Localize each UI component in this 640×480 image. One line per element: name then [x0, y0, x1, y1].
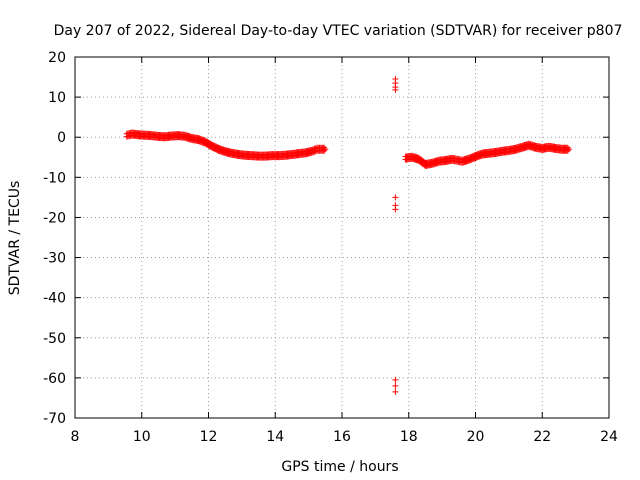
- y-tick-label: -70: [43, 411, 66, 427]
- data-point: [392, 86, 399, 93]
- x-tick-label: 12: [200, 429, 218, 445]
- data-point: [310, 149, 317, 156]
- y-axis-label: SDTVAR / TECUs: [7, 181, 23, 296]
- x-tick-label: 14: [266, 429, 284, 445]
- x-axis-label: GPS time / hours: [281, 459, 398, 475]
- x-tick-label: 10: [133, 429, 151, 445]
- series-2: [402, 140, 572, 169]
- x-tick-label: 8: [71, 429, 80, 445]
- series-1: [392, 76, 399, 395]
- data-point: [392, 382, 399, 389]
- x-tick-label: 20: [467, 429, 485, 445]
- y-tick-label: -30: [43, 251, 66, 267]
- x-tick-label: 18: [400, 429, 418, 445]
- data-point: [322, 146, 329, 153]
- data-point: [311, 148, 318, 155]
- series-0: [123, 129, 329, 161]
- y-tick-label: -10: [43, 170, 66, 186]
- data-point: [308, 149, 315, 156]
- grid: [75, 57, 609, 418]
- y-tick-label: 0: [57, 130, 66, 146]
- x-tick-label: 16: [333, 429, 351, 445]
- data-point: [392, 206, 399, 213]
- data-points: [123, 76, 572, 395]
- data-point: [392, 376, 399, 383]
- y-tick-label: 10: [48, 90, 66, 106]
- x-tick-label: 22: [533, 429, 551, 445]
- y-tick-label: 20: [48, 50, 66, 66]
- y-tick-label: -60: [43, 371, 66, 387]
- data-point: [312, 148, 319, 155]
- data-point: [392, 388, 399, 395]
- chart-title: Day 207 of 2022, Sidereal Day-to-day VTE…: [54, 23, 623, 39]
- data-point: [565, 146, 572, 153]
- axis-ticks: 20 10 0 -10 -20 -30 -40 -50 -60 -70 8 10 12 14 16 18 20 2…: [43, 50, 618, 445]
- data-point: [392, 194, 399, 201]
- y-tick-label: -20: [43, 210, 66, 226]
- y-tick-label: -40: [43, 291, 66, 307]
- x-tick-label: 24: [600, 429, 618, 445]
- y-tick-label: -50: [43, 331, 66, 347]
